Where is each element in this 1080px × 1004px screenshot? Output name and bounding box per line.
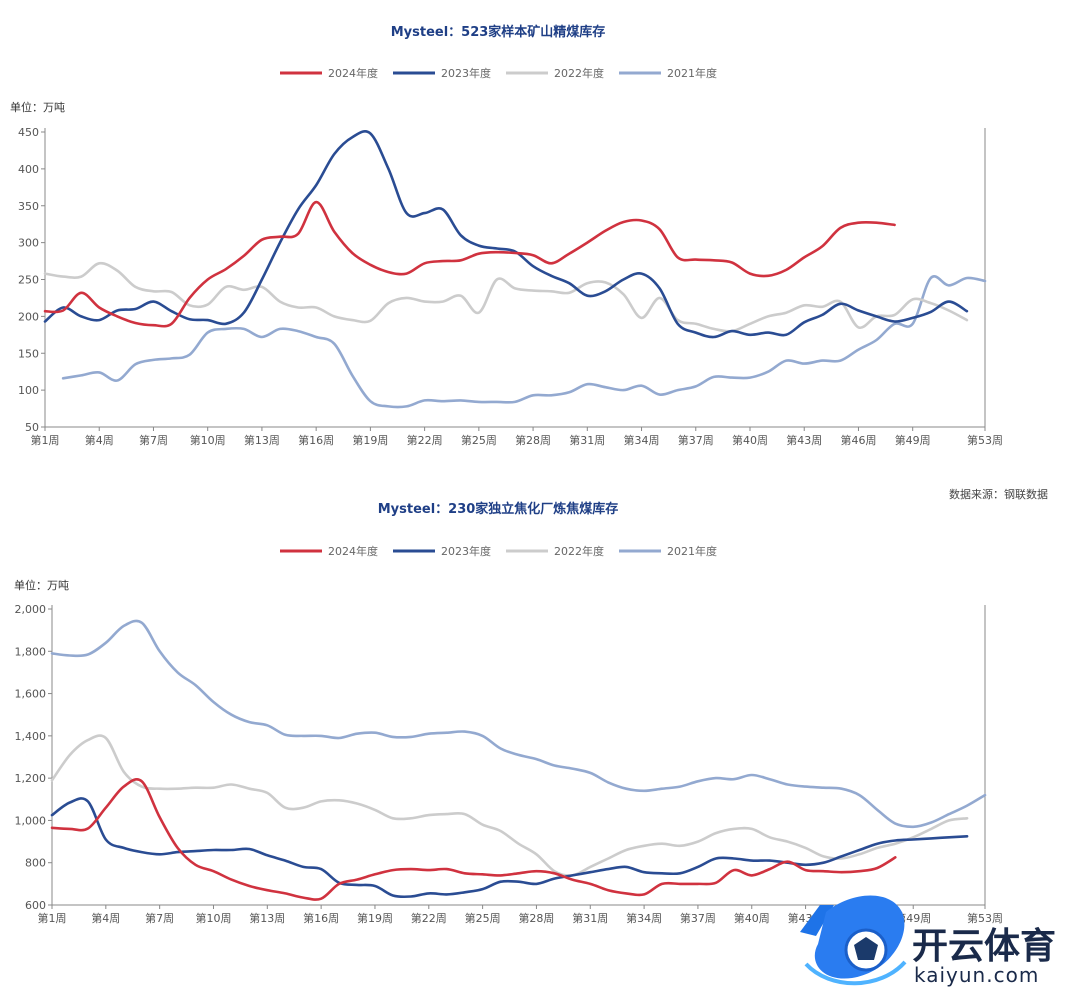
chart-series bbox=[43, 130, 987, 409]
x-tick-label: 第28周 bbox=[515, 433, 551, 447]
x-tick-label: 第13周 bbox=[249, 911, 285, 925]
y-tick-label: 250 bbox=[18, 274, 39, 287]
legend-item: 2024年度 bbox=[280, 544, 378, 558]
x-tick-label: 第7周 bbox=[145, 911, 174, 925]
x-tick-label: 第53周 bbox=[967, 911, 1003, 925]
legend-item: 2021年度 bbox=[619, 544, 717, 558]
y-tick-label: 450 bbox=[18, 126, 39, 139]
y-tick-label: 150 bbox=[18, 347, 39, 360]
y-tick-label: 2,000 bbox=[15, 603, 47, 616]
chart-title: Mysteel：523家样本矿山精煤库存 bbox=[391, 24, 606, 40]
y-tick-label: 800 bbox=[25, 857, 46, 870]
series-line-2023年度 bbox=[43, 130, 969, 339]
x-tick-label: 第19周 bbox=[352, 433, 388, 447]
series-line-2024年度 bbox=[50, 778, 897, 901]
chart-title: Mysteel：230家独立焦化厂炼焦煤库存 bbox=[378, 501, 619, 517]
legend-label: 2024年度 bbox=[328, 544, 378, 558]
y-tick-label: 600 bbox=[25, 899, 46, 912]
x-tick-label: 第10周 bbox=[195, 911, 231, 925]
legend-item: 2022年度 bbox=[506, 66, 604, 80]
series-line-2022年度 bbox=[50, 734, 969, 877]
logo-domain: kaiyun.com bbox=[914, 963, 1039, 987]
x-tick-label: 第7周 bbox=[139, 433, 168, 447]
legend-label: 2024年度 bbox=[328, 66, 378, 80]
logo-name: 开云体育 bbox=[912, 926, 1056, 967]
y-tick-label: 50 bbox=[25, 421, 39, 434]
series-line-2021年度 bbox=[50, 619, 987, 829]
y-tick-label: 1,800 bbox=[15, 645, 47, 658]
x-tick-label: 第19周 bbox=[357, 911, 393, 925]
x-tick-label: 第16周 bbox=[303, 911, 339, 925]
legend-label: 2021年度 bbox=[667, 544, 717, 558]
x-tick-label: 第1周 bbox=[38, 911, 67, 925]
y-tick-label: 400 bbox=[18, 163, 39, 176]
legend-item: 2022年度 bbox=[506, 544, 604, 558]
x-tick-label: 第34周 bbox=[624, 433, 660, 447]
legend-item: 2023年度 bbox=[393, 544, 491, 558]
legend-label: 2022年度 bbox=[554, 66, 604, 80]
legend-item: 2023年度 bbox=[393, 66, 491, 80]
source-note: 数据来源：钢联数据 bbox=[949, 487, 1048, 501]
y-tick-label: 350 bbox=[18, 200, 39, 213]
logo-mark-icon bbox=[800, 895, 907, 986]
x-tick-label: 第37周 bbox=[678, 433, 714, 447]
x-tick-label: 第10周 bbox=[190, 433, 226, 447]
y-tick-label: 300 bbox=[18, 237, 39, 250]
y-tick-label: 1,400 bbox=[15, 730, 47, 743]
x-tick-label: 第53周 bbox=[967, 433, 1003, 447]
legend-label: 2023年度 bbox=[441, 544, 491, 558]
x-tick-label: 第31周 bbox=[569, 433, 605, 447]
y-tick-label: 100 bbox=[18, 384, 39, 397]
y-tick-label: 1,600 bbox=[15, 688, 47, 701]
legend-item: 2021年度 bbox=[619, 66, 717, 80]
series-line-2021年度 bbox=[61, 275, 987, 409]
y-tick-label: 1,000 bbox=[15, 814, 47, 827]
legend-label: 2021年度 bbox=[667, 66, 717, 80]
unit-label: 单位：万吨 bbox=[14, 578, 69, 592]
x-tick-label: 第43周 bbox=[786, 433, 822, 447]
x-tick-label: 第40周 bbox=[734, 911, 770, 925]
y-tick-label: 1,200 bbox=[15, 772, 47, 785]
chart-axes: 600 800 1,000 1,200 1,400 1,600 1,800 2,000 第1周 第… bbox=[15, 603, 1004, 925]
x-tick-label: 第28周 bbox=[518, 911, 554, 925]
watermark-logo: 开云体育 kaiyun.com bbox=[800, 895, 1056, 987]
x-tick-label: 第25周 bbox=[465, 911, 501, 925]
chart-series bbox=[50, 619, 987, 901]
legend-label: 2022年度 bbox=[554, 544, 604, 558]
x-tick-label: 第37周 bbox=[680, 911, 716, 925]
x-tick-label: 第40周 bbox=[732, 433, 768, 447]
series-line-2022年度 bbox=[43, 261, 969, 333]
y-tick-label: 200 bbox=[18, 310, 39, 323]
x-tick-label: 第4周 bbox=[91, 911, 120, 925]
x-tick-label: 第16周 bbox=[298, 433, 334, 447]
legend-item: 2024年度 bbox=[280, 66, 378, 80]
x-tick-label: 第1周 bbox=[31, 433, 60, 447]
series-line-2023年度 bbox=[50, 797, 969, 899]
x-tick-label: 第49周 bbox=[895, 433, 931, 447]
legend-label: 2023年度 bbox=[441, 66, 491, 80]
chart-legend: 2024年度 2023年度 2022年度 2021年度 bbox=[280, 66, 717, 80]
chart-coking-plant-inventory: Mysteel：230家独立焦化厂炼焦煤库存 2024年度 2023年度 2022年… bbox=[14, 501, 1003, 925]
x-tick-label: 第22周 bbox=[411, 911, 447, 925]
series-line-2024年度 bbox=[43, 200, 896, 328]
unit-label: 单位：万吨 bbox=[10, 100, 65, 114]
x-tick-label: 第4周 bbox=[85, 433, 114, 447]
chart-mine-inventory: Mysteel：523家样本矿山精煤库存 2024年度 2023年度 2022年度 2… bbox=[10, 24, 1003, 447]
x-tick-label: 第13周 bbox=[244, 433, 280, 447]
chart-axes: 50 100 150 200 250 300 350 400 450 第1周 第4周 第7周 第10周 第… bbox=[18, 126, 1003, 447]
x-tick-label: 第25周 bbox=[461, 433, 497, 447]
x-tick-label: 第34周 bbox=[626, 911, 662, 925]
x-tick-label: 第22周 bbox=[407, 433, 443, 447]
chart-legend: 2024年度 2023年度 2022年度 2021年度 bbox=[280, 544, 717, 558]
x-tick-label: 第31周 bbox=[572, 911, 608, 925]
x-tick-label: 第46周 bbox=[840, 433, 876, 447]
